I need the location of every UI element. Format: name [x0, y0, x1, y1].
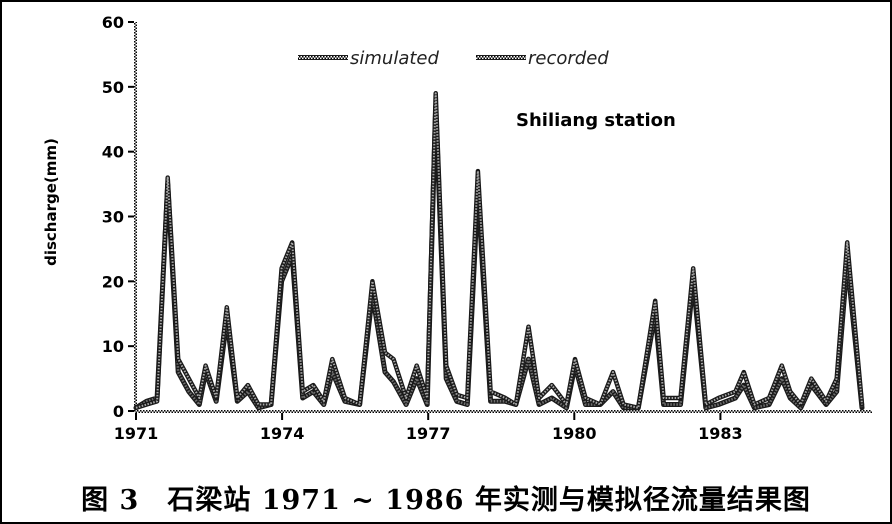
x-tick-label: 1983 [698, 424, 743, 443]
figure-caption: 图 3 石梁站 1971 ~ 1986 年实测与模拟径流量结果图 [81, 485, 811, 516]
x-tick-label: 1971 [114, 424, 159, 443]
x-tick [427, 413, 430, 420]
x-tick-label: 1980 [552, 424, 597, 443]
station-annotation: Shiliang station [516, 110, 676, 131]
y-tick-label: 10 [102, 337, 124, 356]
y-tick [128, 345, 134, 348]
y-tick-label: 40 [102, 143, 124, 162]
y-tick [128, 410, 134, 412]
series-line-simulated [135, 105, 864, 410]
y-axis-line [134, 22, 137, 411]
x-tick-label: 1977 [406, 424, 451, 443]
y-tick [128, 215, 134, 218]
y-tick [128, 150, 134, 153]
legend-label-simulated: simulated [350, 48, 439, 69]
series-line-recorded [135, 92, 863, 409]
y-tick [128, 21, 134, 23]
y-tick-label: 0 [113, 402, 124, 421]
y-tick [128, 280, 134, 283]
x-tick [135, 413, 137, 420]
x-axis-line [134, 410, 872, 413]
y-tick-label: 60 [102, 13, 124, 32]
y-axis-label: discharge(mm) [42, 138, 60, 266]
x-tick [719, 413, 722, 420]
series-line-recorded-outline [133, 91, 865, 411]
legend-swatch-pattern-recorded [476, 56, 526, 59]
x-tick [573, 413, 576, 420]
y-tick-label: 50 [102, 78, 124, 97]
legend-swatch-pattern-simulated [298, 56, 348, 59]
y-tick [128, 85, 134, 88]
x-tick [281, 413, 284, 420]
series-line-simulated-outline [133, 103, 865, 411]
discharge-chart: 0 10 20 30 40 50 60 1971 1974 1977 1980 1983 simula… [42, 13, 872, 443]
y-tick-label: 20 [102, 272, 124, 291]
y-tick-label: 30 [102, 208, 124, 227]
legend-label-recorded: recorded [528, 48, 609, 69]
x-tick-label: 1974 [260, 424, 305, 443]
